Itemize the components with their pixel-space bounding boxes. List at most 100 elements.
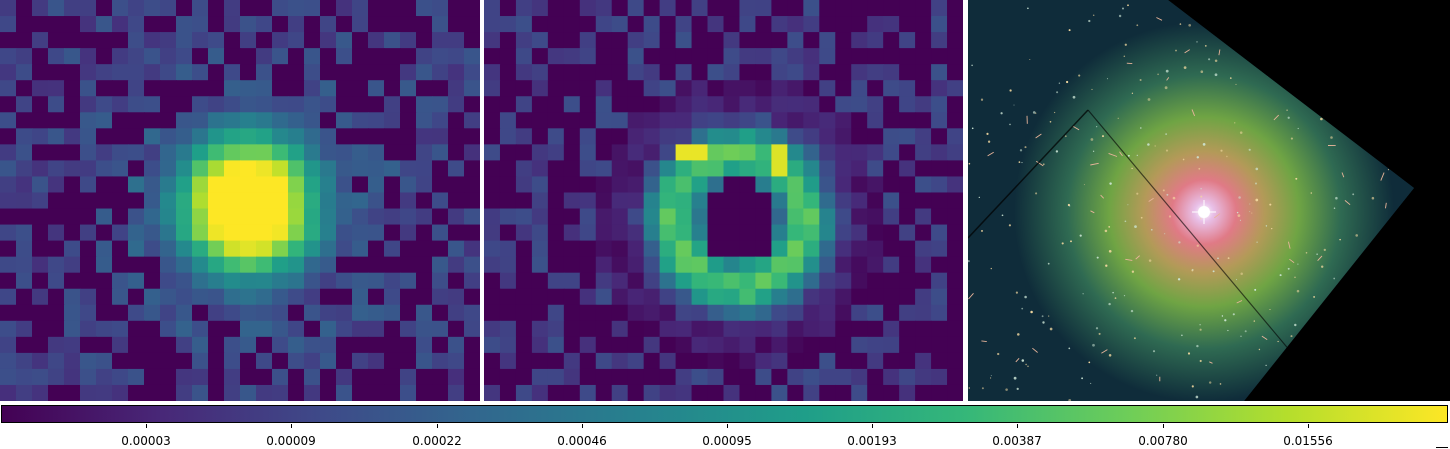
heatmap-cell [176,256,193,274]
heatmap-cell [352,352,369,370]
star [1393,284,1397,288]
star [1333,207,1336,209]
heatmap-cell [611,128,629,145]
heatmap-cell [835,320,852,338]
heatmap-cell [771,144,788,161]
heatmap-cell [336,80,353,97]
heatmap-cell [208,64,225,81]
heatmap-cell [336,304,353,322]
heatmap-cell [224,352,241,370]
heatmap-cell [899,0,916,17]
heatmap-cell [787,32,804,49]
heatmap-cell [627,224,645,242]
heatmap-cell [256,64,273,81]
heatmap-cell [819,16,836,33]
heatmap-cell [547,176,565,194]
heatmap-cell [112,208,129,226]
heatmap-cell [707,112,725,129]
heatmap-cell [691,0,709,17]
star [1096,126,1098,128]
heatmap-cell [899,64,916,81]
heatmap-cell [96,320,113,338]
heatmap-cell [80,240,97,258]
heatmap-cell [484,96,501,113]
heatmap-cell [659,256,677,274]
heatmap-cell [160,208,177,226]
heatmap-cell [803,0,820,17]
heatmap-cell [176,64,193,81]
heatmap-cell [352,272,369,290]
heatmap-cell [256,368,273,386]
colorbar-tick-label: 0.00780 [1138,434,1188,448]
heatmap-cell [48,224,65,242]
heatmap-cell [144,176,161,194]
heatmap-cell [336,0,353,17]
heatmap-cell [835,64,852,81]
heatmap-cell [771,64,788,81]
star [1296,289,1300,293]
star [1068,205,1071,207]
heatmap-cell [675,304,693,322]
heatmap-cell [484,176,501,194]
heatmap-cell [819,240,836,258]
heatmap-cell [256,112,273,129]
heatmap-cell [32,304,49,322]
heatmap-cell [739,176,757,194]
heatmap-cell [144,96,161,113]
heatmap-cell [368,320,385,338]
heatmap-cell [819,304,836,322]
heatmap-cell [947,272,963,290]
star [1114,297,1117,299]
cosmic-ray-streak [1403,310,1408,315]
heatmap-cell [0,320,17,338]
heatmap-cell [595,336,613,354]
heatmap-cell [368,48,385,65]
heatmap-cell [867,80,884,97]
heatmap-cell [432,304,449,322]
heatmap-cell [112,16,129,33]
star [1082,293,1084,295]
heatmap-cell [691,336,709,354]
star [1430,159,1433,162]
heatmap-cell [416,160,433,178]
cosmic-ray-streak [1156,17,1163,21]
heatmap-cell [787,224,804,242]
heatmap-cell [484,304,501,322]
heatmap-cell [611,32,629,49]
heatmap-cell [803,208,820,226]
heatmap-cell [484,128,501,145]
heatmap-cell [0,112,17,129]
heatmap-cell [771,208,788,226]
heatmap-cell [304,384,321,401]
cosmic-ray-streak [1035,133,1042,139]
heatmap-cell [643,176,661,194]
star [1021,162,1023,164]
star [1305,252,1308,254]
star [1258,348,1261,351]
star [1035,192,1038,195]
heatmap-cell [484,384,501,401]
chip-gap-line [968,109,1089,239]
star [1214,59,1218,62]
heatmap-cell [484,64,501,81]
heatmap-cell [819,224,836,242]
heatmap-cell [579,384,597,401]
heatmap-cell [739,192,757,210]
heatmap-cell [288,0,305,17]
heatmap-cell [64,336,81,354]
heatmap-cell [835,288,852,306]
star [1198,167,1201,170]
heatmap-cell [803,192,820,210]
heatmap-cell [515,304,533,322]
heatmap-cell [499,48,517,65]
heatmap-cell [368,144,385,161]
heatmap-cell [96,32,113,49]
star [1101,135,1105,138]
heatmap-cell [448,144,465,161]
star [1370,315,1373,318]
star [1181,334,1183,337]
heatmap-cell [723,0,741,17]
heatmap-cell [611,272,629,290]
star [1265,364,1267,367]
heatmap-cell [0,96,17,113]
